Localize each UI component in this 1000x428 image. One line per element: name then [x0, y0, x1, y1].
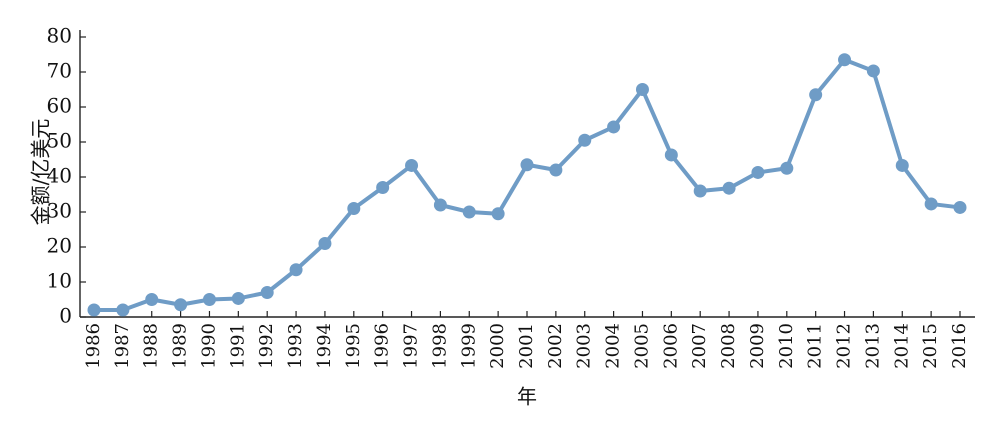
data-point — [289, 263, 303, 277]
x-tick-label: 1996 — [372, 323, 393, 369]
x-tick-label: 1997 — [401, 323, 422, 369]
y-tick-label: 10 — [47, 269, 72, 293]
data-point — [376, 181, 390, 194]
x-axis-title: 年 — [517, 385, 537, 409]
y-tick-label: 50 — [47, 129, 72, 153]
x-tick-label: 1998 — [429, 323, 450, 369]
x-tick-label: 2004 — [603, 323, 624, 369]
x-tick-label: 2013 — [862, 323, 883, 369]
y-tick-label: 60 — [47, 94, 72, 118]
x-axis-ticks: 1986 1987 1988 1989 1990 1991 1992 1993 1994 1995… — [83, 311, 970, 369]
x-tick-label: 2000 — [487, 323, 508, 369]
data-point — [549, 163, 563, 177]
data-point — [202, 293, 216, 306]
data-point — [809, 88, 823, 102]
x-tick-label: 1995 — [343, 323, 364, 369]
x-tick-label: 2007 — [689, 323, 710, 369]
data-point — [433, 198, 447, 212]
data-point — [924, 197, 938, 211]
data-point — [895, 158, 909, 172]
data-point — [260, 286, 274, 299]
x-tick-label: 2003 — [574, 323, 595, 369]
x-tick-label: 1999 — [458, 323, 479, 369]
y-tick-label: 40 — [47, 164, 72, 188]
data-point — [664, 148, 678, 162]
data-point — [838, 53, 852, 67]
x-tick-label: 1987 — [112, 323, 133, 369]
data-point — [87, 303, 101, 317]
data-point — [635, 83, 649, 96]
y-tick-label: 70 — [47, 59, 72, 83]
y-tick-label: 0 — [59, 304, 72, 328]
data-point — [607, 120, 621, 134]
data-point — [578, 133, 592, 147]
data-point — [866, 64, 880, 78]
data-point — [751, 165, 765, 179]
x-tick-label: 2009 — [747, 323, 768, 369]
x-tick-label: 1991 — [227, 323, 248, 369]
data-point — [520, 158, 534, 172]
x-tick-label: 2015 — [920, 323, 941, 369]
data-point — [722, 181, 736, 195]
y-tick-label: 20 — [47, 234, 72, 258]
x-tick-label: 1986 — [83, 323, 104, 369]
x-tick-label: 1994 — [314, 323, 335, 369]
y-tick-label: 80 — [47, 24, 72, 48]
data-point — [780, 161, 794, 175]
x-tick-label: 2006 — [660, 323, 681, 369]
x-tick-label: 1993 — [285, 323, 306, 369]
data-point — [318, 237, 332, 250]
x-tick-label: 1992 — [256, 323, 277, 369]
chart-axes — [79, 30, 975, 318]
x-tick-label: 2005 — [631, 323, 652, 369]
x-tick-label: 2016 — [949, 323, 970, 369]
data-point — [405, 158, 419, 172]
data-point — [347, 202, 361, 215]
data-point — [231, 291, 245, 305]
x-tick-label: 1989 — [170, 323, 191, 369]
data-point — [953, 200, 967, 214]
x-tick-label: 2014 — [891, 323, 912, 369]
y-tick-label: 30 — [47, 199, 72, 223]
x-tick-label: 2011 — [805, 323, 826, 369]
y-axis-title: 金额/亿美元 — [29, 119, 53, 226]
x-tick-label: 2012 — [834, 323, 855, 369]
x-tick-label: 2001 — [516, 323, 537, 369]
data-point — [491, 207, 505, 221]
y-axis-ticks: 0 10 20 30 40 50 60 70 80 — [47, 24, 86, 328]
data-point — [693, 184, 707, 198]
x-tick-label: 1988 — [141, 323, 162, 369]
x-tick-label: 2010 — [776, 323, 797, 369]
data-series — [87, 53, 967, 317]
data-point — [462, 205, 476, 219]
x-tick-label: 2002 — [545, 323, 566, 369]
data-point — [116, 303, 130, 317]
data-point — [145, 293, 159, 306]
x-tick-label: 2008 — [718, 323, 739, 369]
data-point — [174, 298, 188, 312]
x-tick-label: 1990 — [198, 323, 219, 369]
series-line — [92, 57, 962, 312]
